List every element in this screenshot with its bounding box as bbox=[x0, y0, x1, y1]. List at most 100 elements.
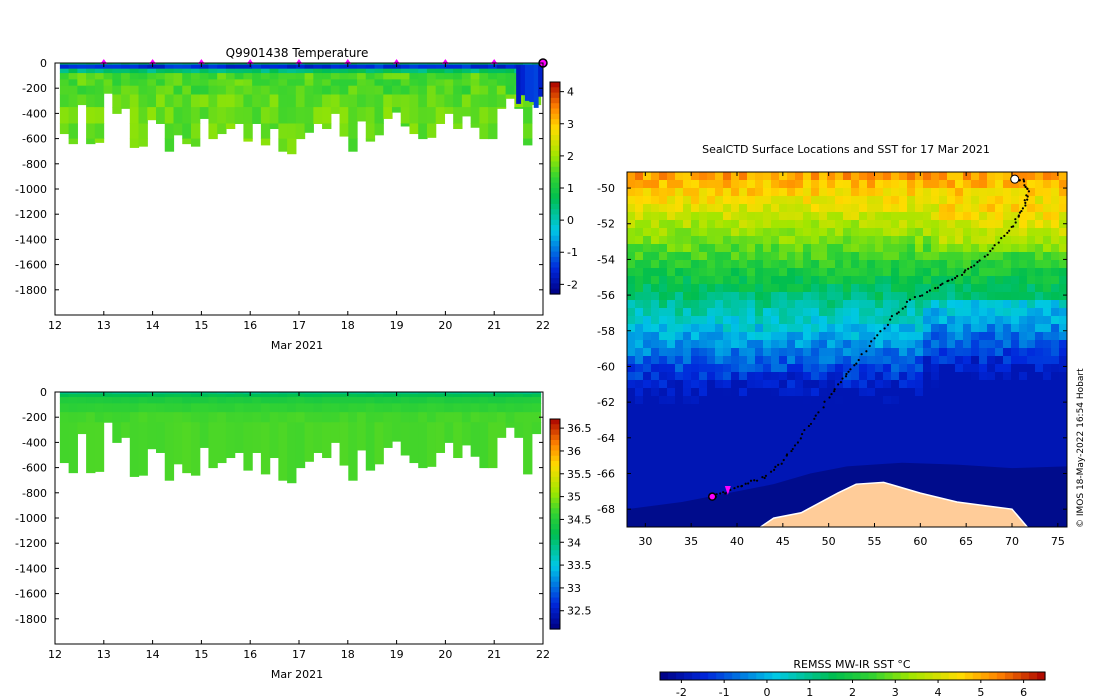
track-point bbox=[736, 485, 740, 488]
sst-cell bbox=[771, 396, 780, 405]
track-point bbox=[769, 470, 773, 473]
sst-cell bbox=[651, 276, 660, 285]
temperature-cell bbox=[121, 73, 131, 80]
sst-cell bbox=[747, 340, 756, 349]
temperature-cell bbox=[304, 123, 314, 133]
temperature-cell bbox=[391, 94, 402, 108]
sst-cell bbox=[795, 212, 804, 221]
sst-cell bbox=[915, 220, 924, 229]
y-tick-label: -1200 bbox=[15, 537, 47, 550]
sst-cell bbox=[691, 268, 700, 277]
track-point bbox=[1024, 201, 1027, 204]
sst-cell bbox=[795, 356, 804, 365]
salinity-cell bbox=[59, 412, 70, 423]
sst-cell bbox=[819, 204, 828, 213]
salinity-cell bbox=[112, 397, 122, 404]
sst-cell bbox=[1003, 356, 1012, 365]
sst-cell bbox=[955, 372, 964, 381]
sst-cell bbox=[875, 228, 884, 237]
sst-cell bbox=[635, 460, 644, 469]
salinity-cell bbox=[59, 422, 70, 464]
temperature-cell bbox=[409, 63, 419, 66]
sst-cell bbox=[883, 228, 892, 237]
temperature-cell bbox=[444, 68, 454, 74]
sst-cell bbox=[1019, 436, 1028, 445]
temperature-cell bbox=[339, 85, 349, 95]
sst-cell bbox=[963, 340, 972, 349]
sst-cell bbox=[859, 196, 868, 205]
salinity-cell bbox=[77, 403, 87, 413]
sst-cell bbox=[859, 300, 868, 309]
sst-cell bbox=[1019, 220, 1028, 229]
sst-cell bbox=[651, 260, 660, 269]
colorbar-segment bbox=[550, 461, 560, 467]
sst-cell bbox=[1011, 276, 1020, 285]
sst-cell bbox=[763, 476, 772, 485]
sst-cell bbox=[667, 324, 676, 333]
sst-cell bbox=[739, 220, 748, 229]
colorbar-tick-label: 36 bbox=[567, 445, 581, 458]
sst-cell bbox=[723, 324, 732, 333]
temperature-cell bbox=[365, 63, 376, 66]
sst-cell bbox=[875, 348, 884, 357]
sst-cell bbox=[979, 364, 988, 373]
track-marker bbox=[724, 485, 731, 495]
sst-cell bbox=[707, 428, 716, 437]
sst-cell bbox=[947, 284, 956, 293]
sst-cell bbox=[907, 372, 916, 381]
sst-colorbar-segment bbox=[724, 672, 733, 680]
sst-cell bbox=[755, 460, 764, 469]
salinity-cell bbox=[470, 403, 480, 413]
sst-cell bbox=[899, 348, 908, 357]
salinity-cell bbox=[269, 422, 279, 459]
sst-cell bbox=[771, 388, 780, 397]
temperature-cell bbox=[68, 85, 78, 95]
salinity-cell bbox=[94, 392, 105, 395]
temperature-cell bbox=[538, 64, 543, 97]
temperature-cell bbox=[348, 85, 358, 95]
sst-cell bbox=[1003, 300, 1012, 309]
salinity-xlabel: Mar 2021 bbox=[271, 668, 323, 681]
temperature-xlabel: Mar 2021 bbox=[271, 339, 323, 352]
salinity-cell bbox=[322, 392, 332, 395]
temperature-cell bbox=[252, 107, 262, 124]
temperature-cell bbox=[313, 63, 323, 66]
salinity-cell bbox=[225, 412, 236, 423]
sst-cell bbox=[731, 452, 740, 461]
sst-cell bbox=[1019, 228, 1028, 237]
track-point bbox=[954, 276, 957, 280]
lat-tick-label: -62 bbox=[597, 396, 615, 409]
sst-cell bbox=[891, 372, 900, 381]
sst-cell bbox=[843, 452, 852, 461]
sst-cell bbox=[635, 244, 644, 253]
sst-cell bbox=[787, 228, 796, 237]
sst-cell bbox=[683, 244, 692, 253]
sst-cell bbox=[763, 316, 772, 325]
salinity-cell bbox=[121, 397, 131, 404]
sst-cell bbox=[875, 308, 884, 317]
sst-cell bbox=[811, 284, 820, 293]
sst-cell bbox=[699, 316, 708, 325]
sst-cell bbox=[667, 348, 676, 357]
salinity-cell bbox=[435, 403, 446, 413]
sst-cell bbox=[987, 284, 996, 293]
colorbar-segment bbox=[550, 445, 560, 452]
salinity-cell bbox=[348, 403, 358, 413]
lon-tick-label: 55 bbox=[868, 535, 882, 548]
temperature-cell bbox=[453, 85, 463, 95]
sst-cell bbox=[675, 212, 684, 221]
temperature-cell bbox=[208, 64, 218, 70]
sst-cell bbox=[795, 204, 804, 213]
sst-cell bbox=[699, 404, 708, 413]
sst-cell bbox=[987, 324, 996, 333]
sst-cell bbox=[875, 292, 884, 301]
sst-cell bbox=[875, 460, 884, 469]
track-point bbox=[860, 353, 863, 356]
temperature-cell bbox=[94, 94, 105, 108]
temperature-cell bbox=[470, 94, 480, 108]
salinity-cell bbox=[199, 403, 210, 413]
sst-cell bbox=[819, 260, 828, 269]
sst-cell bbox=[1019, 452, 1028, 461]
temperature-cell bbox=[243, 138, 253, 142]
track-point bbox=[774, 465, 777, 468]
